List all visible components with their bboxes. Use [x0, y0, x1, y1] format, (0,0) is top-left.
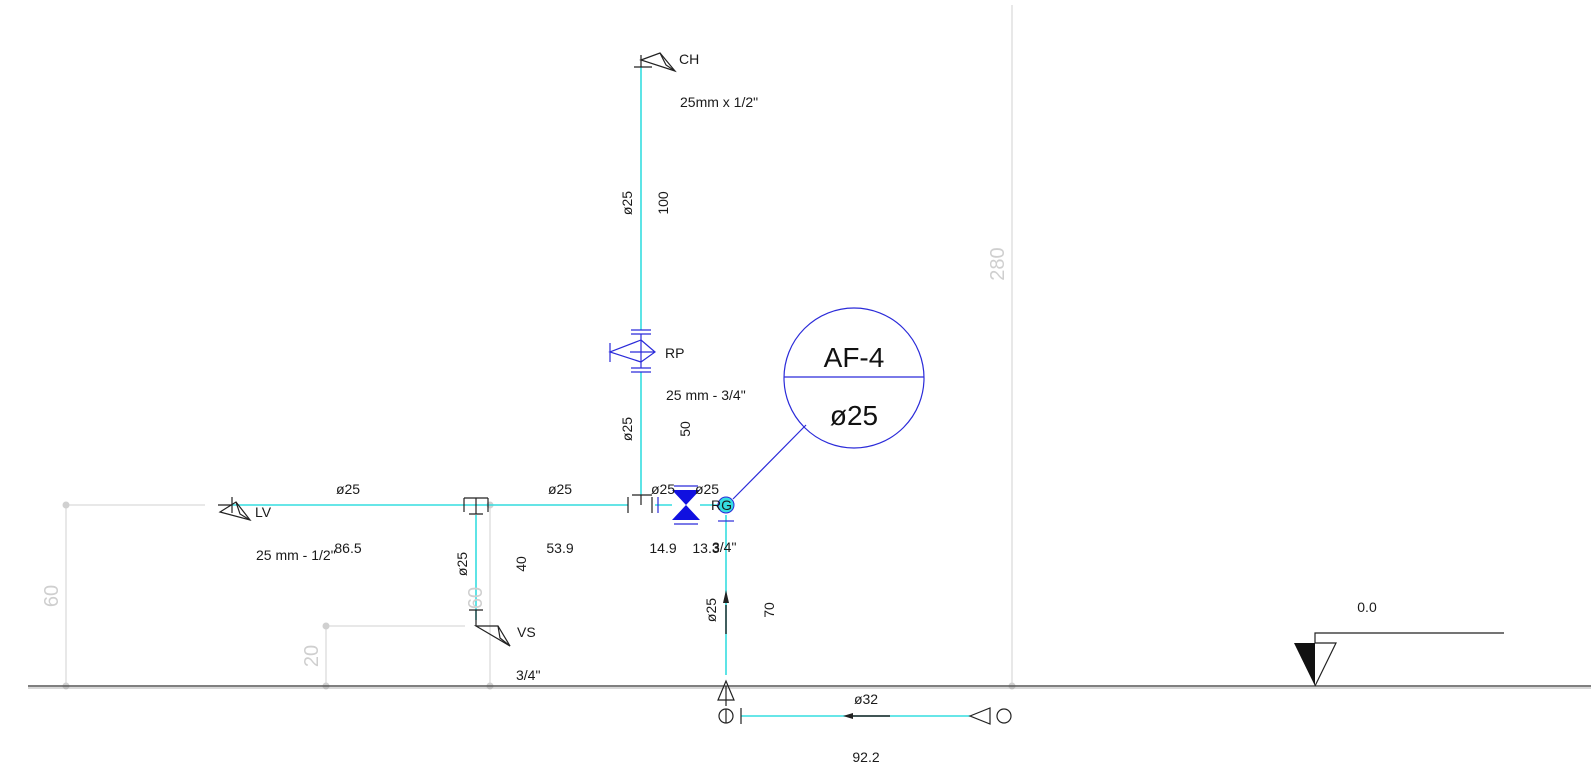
pipe-riser-len: 70: [761, 602, 777, 618]
floor-line: [28, 685, 1591, 689]
dimension-labels: 280 60 60 20: [41, 247, 1009, 667]
fixture-rg-size: 3/4": [712, 539, 736, 555]
fixture-lv-size: 25 mm - 1/2": [256, 547, 336, 563]
fixture-vs-tag: VS: [517, 624, 536, 640]
pipe-left-tee-len: 14.9: [649, 540, 676, 556]
pipe-center-diam: ø25: [548, 481, 572, 497]
pipe-supply-len: 92.2: [852, 749, 879, 765]
dim-vs-height: 60: [465, 587, 487, 609]
pipe-labels: ø25 100 ø25 50 ø25 86.5 ø25 53.9 ø25 14.…: [334, 191, 879, 765]
pipe-vs-drop-diam: ø25: [454, 552, 470, 576]
callout-bubble[interactable]: AF-4 ø25: [732, 307, 925, 500]
blue-fittings: [608, 329, 735, 525]
pipe-vert-top-diam: ø25: [619, 191, 635, 215]
fixture-labels: CH 25mm x 1/2" RP 25 mm - 3/4" LV 25 mm …: [255, 51, 758, 683]
level-marker: 0.0: [1294, 599, 1504, 687]
pipe-vs-drop-len: 40: [513, 556, 529, 572]
pipe-right-tee-len: 13.3: [692, 540, 719, 556]
dim-total-height: 280: [987, 247, 1009, 280]
fixture-lv-tag: LV: [255, 504, 272, 520]
pipe-left-tee-diam: ø25: [651, 481, 675, 497]
pipe-riser-diam: ø25: [703, 598, 719, 622]
dim-lv-height: 60: [41, 585, 63, 607]
fixture-vs-size: 3/4": [516, 667, 540, 683]
pipe-lv-diam: ø25: [336, 481, 360, 497]
pipe-vert-mid-len: 50: [677, 421, 693, 437]
callout-diameter: ø25: [830, 400, 878, 431]
pipe-vert-top-len: 100: [655, 191, 671, 215]
dim-vs-low-height: 20: [301, 645, 323, 667]
pipe-center-len: 53.9: [546, 540, 573, 556]
pipe-lv-len: 86.5: [334, 540, 361, 556]
valve-icon: [657, 485, 700, 525]
pipe-network: [232, 67, 970, 717]
level-value: 0.0: [1357, 599, 1377, 615]
fixture-rp-size: 25 mm - 3/4": [666, 387, 746, 403]
pipe-supply-diam: ø32: [854, 691, 878, 707]
pipe-right-tee-diam: ø25: [695, 481, 719, 497]
fixture-ch-size: 25mm x 1/2": [680, 94, 758, 110]
fitting-symbols: [218, 52, 1012, 725]
pipe-vert-mid-diam: ø25: [619, 417, 635, 441]
callout-id: AF-4: [824, 342, 885, 373]
fixture-ch-tag: CH: [679, 51, 699, 67]
fixture-rp-tag: RP: [665, 345, 684, 361]
fixture-rg-tag: RG: [711, 497, 732, 513]
